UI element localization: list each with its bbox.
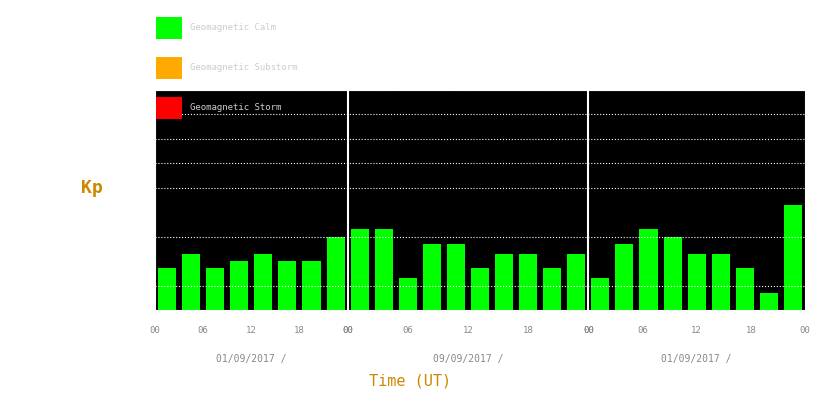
Text: 01/09/2017 /: 01/09/2017 /: [661, 354, 731, 364]
Text: 00: 00: [582, 326, 593, 335]
Bar: [663, 237, 681, 310]
Bar: [446, 244, 464, 310]
Bar: [759, 293, 777, 310]
Bar: [326, 237, 344, 310]
Bar: [398, 278, 416, 310]
Bar: [254, 254, 272, 310]
Text: 12: 12: [246, 326, 256, 335]
Text: 12: 12: [690, 326, 701, 335]
Bar: [182, 254, 200, 310]
Bar: [518, 254, 536, 310]
Text: Kp: Kp: [81, 179, 103, 197]
Text: 01/09/2017 /: 01/09/2017 /: [215, 354, 286, 364]
Text: 00: 00: [149, 326, 161, 335]
Bar: [230, 261, 248, 310]
Text: 06: 06: [197, 326, 208, 335]
Bar: [470, 268, 488, 310]
Bar: [302, 261, 320, 310]
Text: 18: 18: [294, 326, 305, 335]
Bar: [639, 229, 657, 310]
Text: 00: 00: [582, 326, 593, 335]
Text: 06: 06: [636, 326, 647, 335]
Text: Geomagnetic Calm: Geomagnetic Calm: [190, 24, 276, 32]
Text: 00: 00: [799, 326, 809, 335]
Bar: [735, 268, 753, 310]
Text: Geomagnetic Storm: Geomagnetic Storm: [190, 104, 281, 112]
Bar: [495, 254, 513, 310]
Bar: [711, 254, 729, 310]
Text: 00: 00: [342, 326, 352, 335]
Text: 18: 18: [744, 326, 755, 335]
Text: Geomagnetic Substorm: Geomagnetic Substorm: [190, 64, 297, 72]
Text: 12: 12: [462, 326, 473, 335]
Text: 00: 00: [342, 326, 352, 335]
Bar: [158, 268, 176, 310]
Text: Time (UT): Time (UT): [369, 373, 450, 388]
Bar: [278, 261, 296, 310]
Bar: [374, 229, 392, 310]
Bar: [590, 278, 609, 310]
Bar: [351, 229, 369, 310]
Text: 18: 18: [523, 326, 533, 335]
Bar: [423, 244, 441, 310]
Text: 06: 06: [402, 326, 413, 335]
Bar: [783, 205, 801, 310]
Bar: [687, 254, 705, 310]
Bar: [206, 268, 224, 310]
Bar: [567, 254, 585, 310]
Bar: [542, 268, 560, 310]
Bar: [615, 244, 633, 310]
Text: 09/09/2017 /: 09/09/2017 /: [432, 354, 503, 364]
